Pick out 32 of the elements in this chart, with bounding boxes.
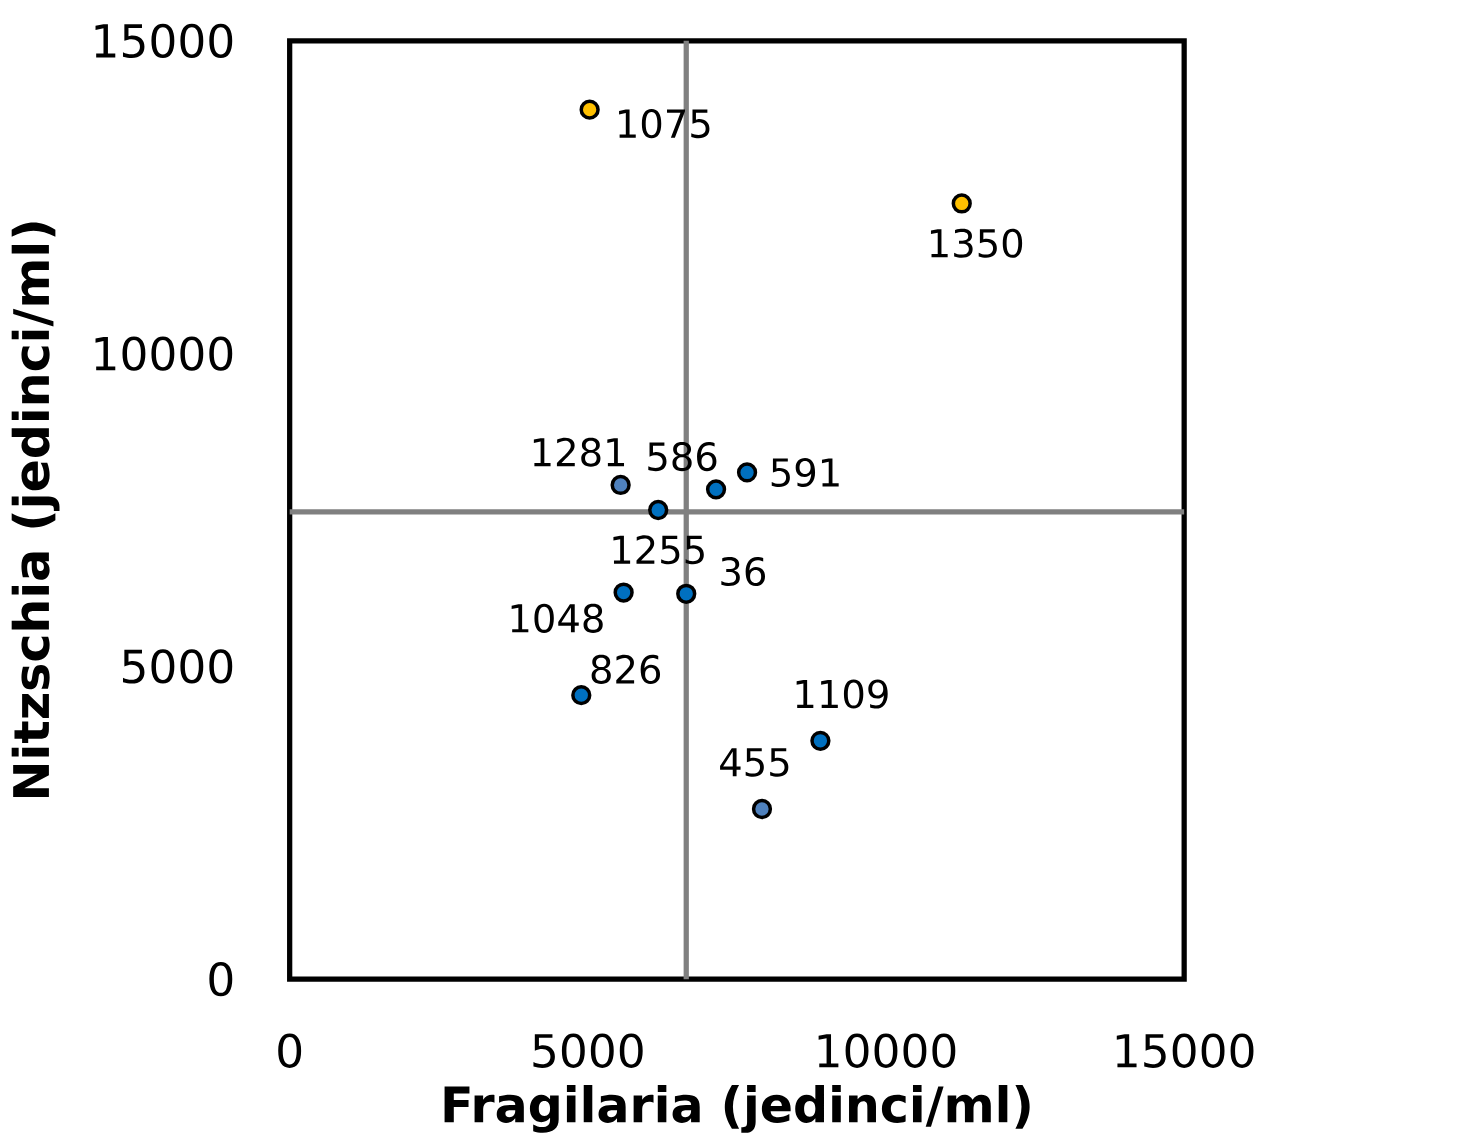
annotation: 826 — [591, 654, 661, 684]
point — [613, 582, 634, 603]
point — [676, 583, 697, 604]
annotation: 1109 — [796, 679, 888, 709]
point — [571, 684, 592, 706]
annotation: 586 — [648, 441, 717, 471]
x-axis-title: Fragilaria (jedinci/ml) — [444, 1084, 1030, 1133]
y-tick-label: 0 — [209, 961, 233, 997]
annotation: 1048 — [511, 603, 603, 633]
x-tick-label: 10000 — [818, 1033, 956, 1068]
y-tick-label: 5000 — [122, 648, 233, 684]
point — [751, 798, 773, 819]
x-tick-label: 0 — [278, 1033, 302, 1068]
annotation: 1281 — [533, 437, 625, 467]
y-tick-label: 10000 — [95, 336, 233, 371]
annotation: 591 — [771, 457, 839, 487]
point — [705, 478, 727, 500]
x-tick-label: 5000 — [533, 1033, 643, 1068]
point — [736, 462, 758, 483]
point — [951, 193, 972, 214]
annotation: 1075 — [619, 108, 710, 138]
y-tick-label: 15000 — [95, 23, 233, 58]
annotation: 455 — [720, 747, 789, 777]
point — [810, 730, 831, 751]
point — [648, 499, 669, 520]
annotation: 36 — [721, 556, 766, 586]
x-tick-label: 15000 — [1116, 1033, 1254, 1068]
point — [579, 99, 600, 120]
annotation: 1255 — [613, 535, 704, 565]
annotation: 1350 — [930, 228, 1023, 258]
y-axis-title: Nitzschia (jedinci/ml) — [11, 222, 60, 797]
point — [610, 474, 631, 495]
